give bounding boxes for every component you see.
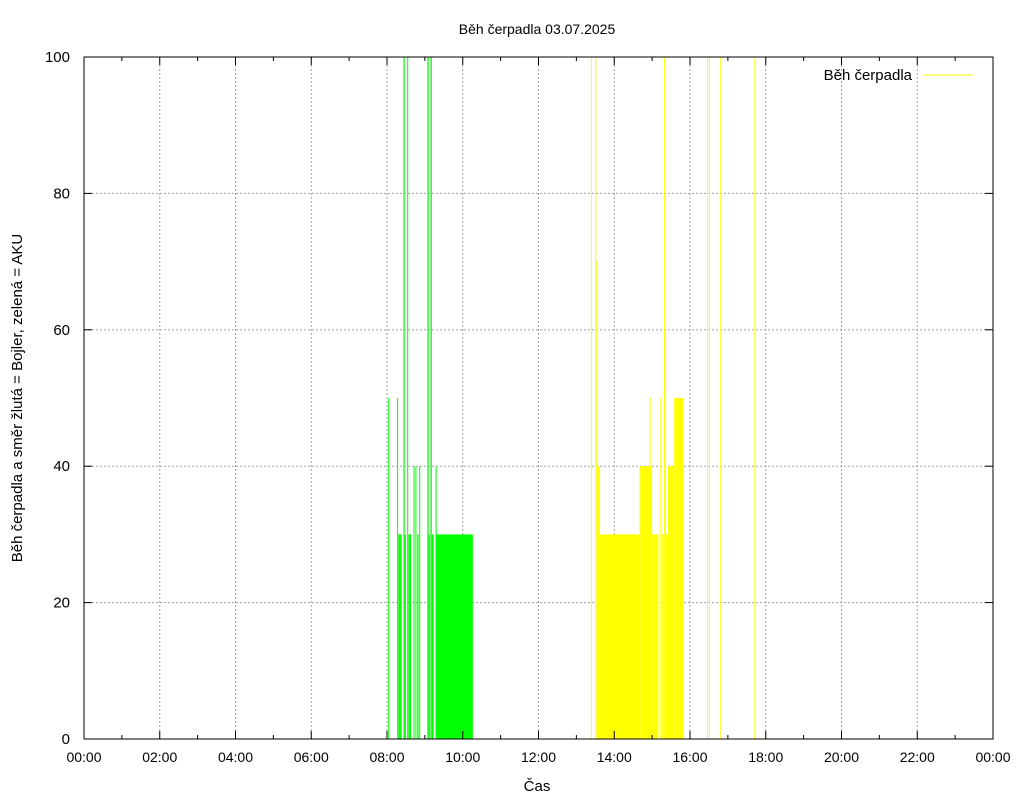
data-bar xyxy=(403,57,405,739)
data-bar xyxy=(660,398,662,739)
x-tick-label: 14:00 xyxy=(597,749,632,765)
x-tick-label: 20:00 xyxy=(824,749,859,765)
x-tick-label: 00:00 xyxy=(66,749,101,765)
data-bar xyxy=(590,57,592,739)
y-tick-labels: 0 20 40 60 80 100 xyxy=(45,49,70,748)
y-tick-label: 80 xyxy=(53,185,70,202)
chart-title: Běh čerpadla 03.07.2025 xyxy=(459,21,616,37)
data-bar xyxy=(599,534,640,739)
data-bar xyxy=(597,466,600,739)
x-tick-label: 10:00 xyxy=(445,749,480,765)
x-tick-label: 18:00 xyxy=(748,749,783,765)
data-bar xyxy=(708,57,710,739)
grid-lines xyxy=(84,57,993,739)
data-bar xyxy=(754,57,756,739)
data-bar xyxy=(674,398,684,739)
data-bar xyxy=(667,466,675,739)
data-bar xyxy=(661,534,663,739)
data-bar xyxy=(408,534,411,739)
data-bar xyxy=(435,466,437,739)
y-tick-label: 0 xyxy=(62,731,70,748)
data-bar xyxy=(419,466,421,739)
data-bar xyxy=(417,534,419,739)
series-1 xyxy=(590,57,756,739)
data-bar xyxy=(664,57,666,739)
data-bar xyxy=(436,534,473,739)
data-bar xyxy=(388,398,390,739)
x-tick-labels: 00:00 02:00 04:00 06:00 08:00 10:00 12:00 14:00… xyxy=(66,749,1010,765)
x-tick-label: 00:00 xyxy=(975,749,1010,765)
y-axis-label: Běh čerpadla a směr žlutá = Bojler, zele… xyxy=(9,234,26,563)
data-bar xyxy=(595,57,597,739)
data-bar xyxy=(707,57,709,739)
x-tick-label: 08:00 xyxy=(369,749,404,765)
series-0 xyxy=(388,57,473,739)
x-tick-label: 06:00 xyxy=(294,749,329,765)
data-bars xyxy=(388,57,756,739)
legend: Běh čerpadla xyxy=(824,67,974,84)
x-axis-label: Čas xyxy=(524,778,551,795)
data-bar xyxy=(431,534,434,739)
data-bar xyxy=(640,466,653,739)
data-bar xyxy=(596,261,598,739)
data-bar xyxy=(404,534,406,739)
x-tick-label: 04:00 xyxy=(218,749,253,765)
x-tick-label: 02:00 xyxy=(142,749,177,765)
data-bar xyxy=(415,466,417,739)
y-tick-label: 20 xyxy=(53,595,70,612)
data-bar xyxy=(407,57,409,739)
data-bar xyxy=(427,57,429,739)
data-bar xyxy=(413,466,415,739)
data-bar xyxy=(664,329,667,739)
x-tick-label: 16:00 xyxy=(672,749,707,765)
x-tick-label: 22:00 xyxy=(900,749,935,765)
data-bar xyxy=(666,534,668,739)
data-bar xyxy=(649,398,651,739)
data-bar xyxy=(652,534,659,739)
data-bar xyxy=(720,57,722,739)
y-tick-label: 100 xyxy=(45,49,70,66)
data-bar xyxy=(639,466,641,739)
data-bar xyxy=(398,534,402,739)
axis-ticks xyxy=(83,56,994,740)
x-tick-label: 12:00 xyxy=(521,749,556,765)
data-bar xyxy=(397,398,399,739)
legend-label: Běh čerpadla xyxy=(824,67,913,84)
data-bar xyxy=(430,57,432,739)
y-tick-label: 40 xyxy=(53,458,70,475)
data-bar xyxy=(428,534,430,739)
y-tick-label: 60 xyxy=(53,322,70,339)
